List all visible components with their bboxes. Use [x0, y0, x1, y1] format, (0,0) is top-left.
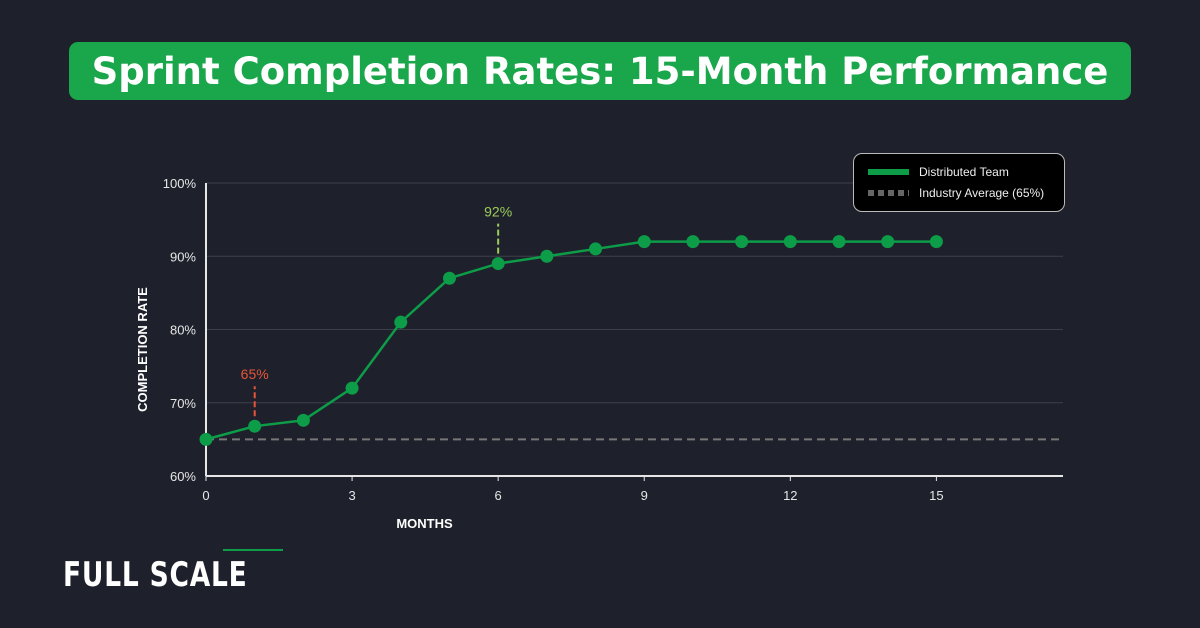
y-tick-label: 100% — [163, 176, 197, 191]
legend-label: Industry Average (65%) — [919, 186, 1045, 200]
annotation-label: 92% — [484, 204, 512, 220]
y-tick-label: 80% — [170, 323, 196, 338]
annotation-label: 65% — [241, 366, 269, 382]
x-tick-label: 9 — [641, 488, 648, 503]
y-tick-label: 60% — [170, 469, 196, 484]
legend-item-industry-average: Industry Average (65%) — [868, 186, 1044, 200]
data-point — [686, 235, 700, 249]
data-point — [589, 242, 603, 256]
data-point — [394, 315, 408, 329]
chart-title: Sprint Completion Rates: 15-Month Perfor… — [69, 42, 1131, 100]
data-point — [199, 432, 213, 446]
data-point — [345, 381, 359, 395]
data-point — [442, 271, 456, 285]
full-scale-logo: FULL SCALE — [63, 555, 248, 595]
legend-item-distributed-team: Distributed Team — [868, 165, 1009, 179]
y-tick-label: 90% — [170, 249, 196, 264]
x-tick-label: 15 — [929, 488, 943, 503]
data-point — [881, 235, 895, 249]
data-point — [248, 419, 262, 433]
legend-swatch-solid — [868, 169, 909, 175]
legend-label: Distributed Team — [919, 165, 1009, 179]
x-axis-label: MONTHS — [396, 516, 453, 531]
data-point — [783, 235, 797, 249]
data-point — [491, 257, 505, 271]
legend-swatch-dashed — [868, 190, 909, 196]
x-tick-label: 12 — [783, 488, 797, 503]
x-tick-label: 0 — [202, 488, 209, 503]
x-tick-label: 6 — [495, 488, 502, 503]
data-point — [832, 235, 846, 249]
legend: Distributed Team Industry Average (65%) — [853, 153, 1065, 212]
data-point — [637, 235, 651, 249]
series-line — [205, 240, 937, 441]
data-point — [540, 249, 554, 263]
logo-accent-line — [223, 549, 283, 551]
data-point — [735, 235, 749, 249]
y-tick-label: 70% — [170, 396, 196, 411]
x-tick-label: 3 — [348, 488, 355, 503]
y-axis-label: COMPLETION RATE — [135, 287, 150, 412]
data-point — [929, 235, 943, 249]
data-point — [296, 413, 310, 427]
